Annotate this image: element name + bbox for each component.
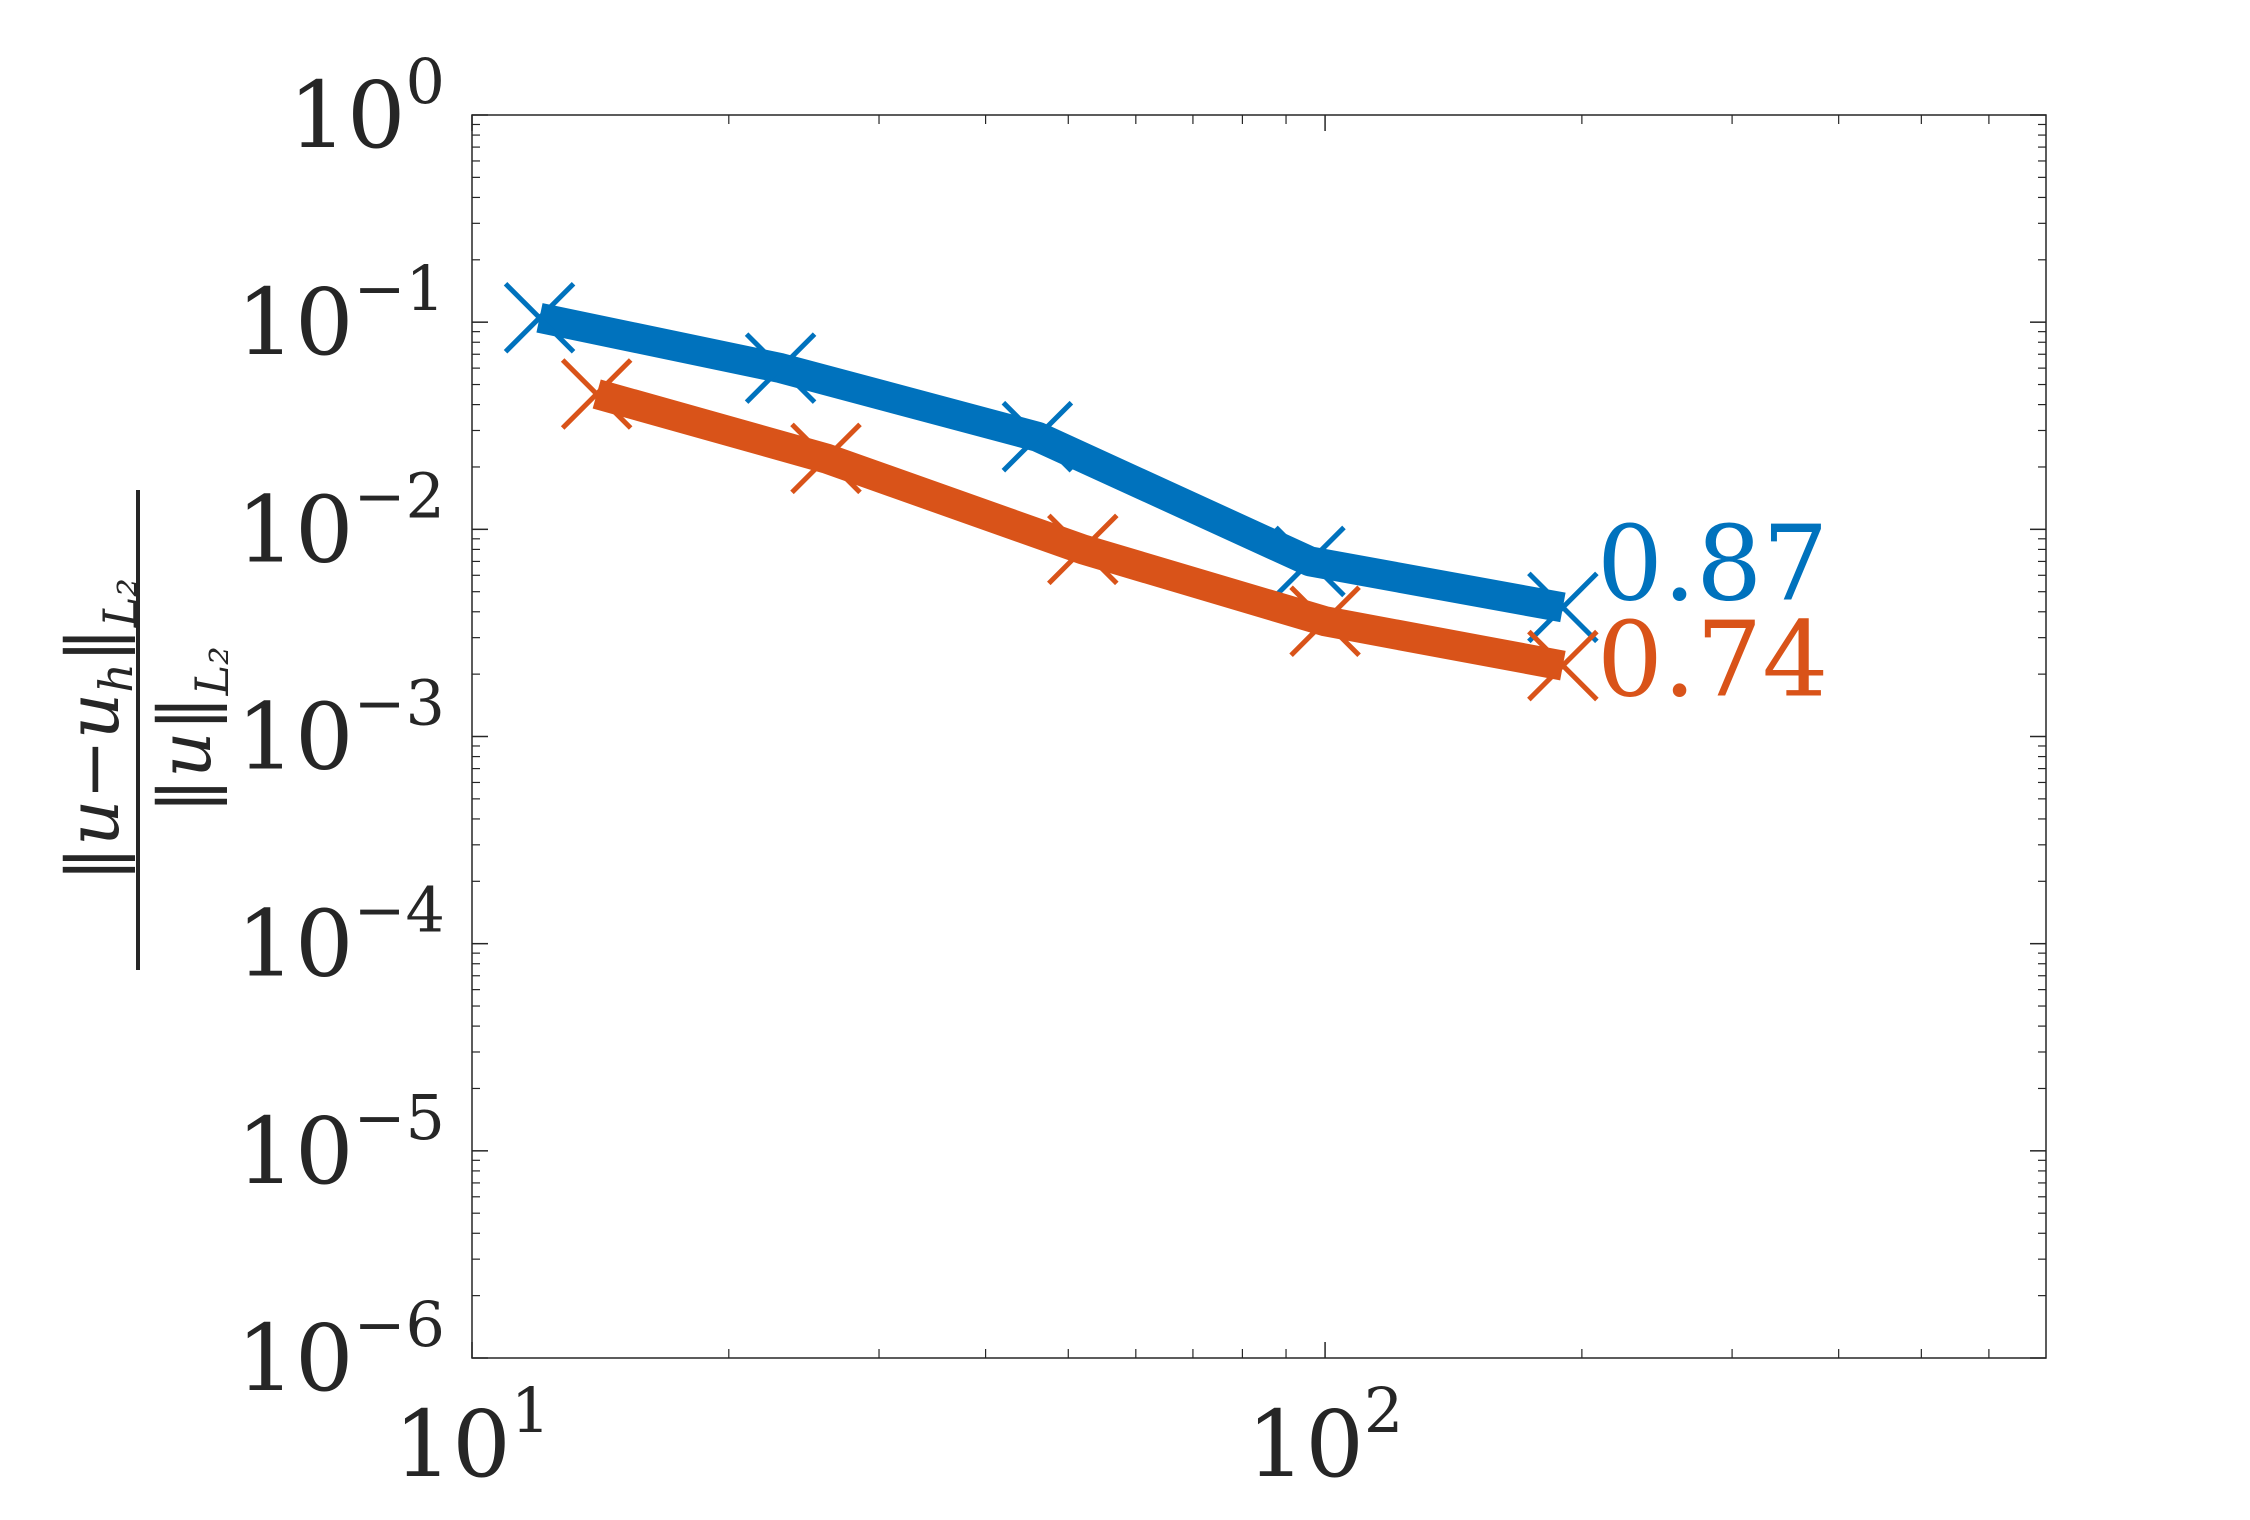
x-tick-base: 10 <box>394 1391 511 1498</box>
y-label-denominator: ‖u‖L₂ <box>143 646 239 813</box>
y-label-numerator: ‖u−u <box>51 693 135 882</box>
plot-area <box>472 115 2046 1358</box>
series-2-end-label: 0.74 <box>1597 599 1829 721</box>
y-label-numerator-tail: ‖ <box>51 627 135 663</box>
y-label-denominator-sub: L₂ <box>185 646 239 696</box>
y-tick-exponent: −3 <box>354 667 445 740</box>
y-tick-base: 10 <box>237 1305 354 1412</box>
data-point-marker <box>1047 513 1119 586</box>
x-tick-exponent: 1 <box>511 1374 550 1447</box>
x-tick-label: 102 <box>1247 1374 1404 1498</box>
data-point-marker <box>1527 571 1599 644</box>
x-tick-labels: 101 102 <box>394 1374 1404 1498</box>
y-tick-label: 100 <box>288 45 445 169</box>
y-tick-exponent: −5 <box>354 1081 445 1154</box>
data-point-marker <box>1527 629 1599 702</box>
y-tick-base: 10 <box>288 62 405 169</box>
x-tick-exponent: 2 <box>1364 1374 1403 1447</box>
y-label-numerator: ‖u−uh‖L₂ <box>51 578 147 882</box>
minor-ticks <box>472 115 2046 1358</box>
y-tick-label: 10−5 <box>237 1081 445 1205</box>
end-labels: 0.870.74 <box>1597 502 1829 720</box>
y-tick-exponent: −1 <box>354 252 445 325</box>
data-point-marker <box>790 422 862 495</box>
data-point-marker <box>1001 400 1074 473</box>
y-tick-label: 10−1 <box>237 252 445 376</box>
data-point-marker <box>1289 585 1361 658</box>
y-tick-label: 10−2 <box>237 459 445 583</box>
y-tick-label: 10−3 <box>237 667 445 791</box>
data-point-marker <box>1274 525 1346 598</box>
y-tick-exponent: −2 <box>354 459 445 532</box>
y-tick-base: 10 <box>237 1098 354 1205</box>
x-tick-label: 101 <box>394 1374 551 1498</box>
data-point-marker <box>560 358 633 430</box>
x-tick-base: 10 <box>1247 1391 1364 1498</box>
y-tick-base: 10 <box>237 476 354 583</box>
y-tick-base: 10 <box>237 684 354 791</box>
y-axis-label: ‖u−uh‖L₂‖u‖L₂ <box>51 490 239 970</box>
series-layer <box>503 282 1599 702</box>
data-point-marker <box>744 332 817 404</box>
series-1 <box>503 282 1599 644</box>
y-tick-exponent: 0 <box>406 45 445 118</box>
y-tick-label: 10−6 <box>237 1288 445 1412</box>
y-tick-label: 10−4 <box>237 874 445 998</box>
plot-frame <box>471 114 2047 1359</box>
y-tick-exponent: −4 <box>354 874 445 947</box>
y-label-denominator: ‖u‖ <box>143 695 227 813</box>
data-point-marker <box>503 282 576 354</box>
y-tick-base: 10 <box>237 269 354 376</box>
series-2 <box>560 358 1599 702</box>
y-tick-base: 10 <box>237 891 354 998</box>
y-label-numerator-sub: h <box>89 663 143 693</box>
y-tick-exponent: −6 <box>354 1288 445 1361</box>
series-1-end-label: 0.87 <box>1597 502 1829 624</box>
